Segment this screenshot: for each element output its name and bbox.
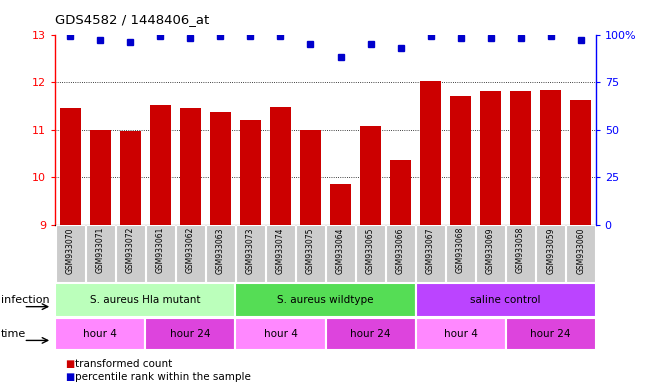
- Bar: [146, 225, 175, 282]
- Text: GSM933060: GSM933060: [576, 227, 585, 274]
- Text: GSM933068: GSM933068: [456, 227, 465, 273]
- Bar: [266, 225, 295, 282]
- Bar: [326, 318, 415, 350]
- Text: GSM933058: GSM933058: [516, 227, 525, 273]
- Text: GSM933061: GSM933061: [156, 227, 165, 273]
- Text: GSM933062: GSM933062: [186, 227, 195, 273]
- Text: hour 24: hour 24: [531, 329, 571, 339]
- Text: GSM933075: GSM933075: [306, 227, 315, 274]
- Bar: [415, 283, 596, 317]
- Text: S. aureus Hla mutant: S. aureus Hla mutant: [90, 295, 201, 305]
- Text: GSM933069: GSM933069: [486, 227, 495, 274]
- Text: GSM933059: GSM933059: [546, 227, 555, 274]
- Bar: [386, 225, 415, 282]
- Bar: [90, 130, 111, 225]
- Text: hour 4: hour 4: [83, 329, 117, 339]
- Bar: [60, 108, 81, 225]
- Bar: [55, 283, 236, 317]
- Bar: [476, 225, 505, 282]
- Text: GSM933070: GSM933070: [66, 227, 75, 274]
- Bar: [566, 225, 595, 282]
- Bar: [506, 225, 535, 282]
- Bar: [570, 100, 591, 225]
- Bar: [86, 225, 115, 282]
- Text: transformed count: transformed count: [75, 359, 172, 369]
- Text: hour 24: hour 24: [170, 329, 211, 339]
- Bar: [446, 225, 475, 282]
- Bar: [415, 318, 506, 350]
- Bar: [56, 225, 85, 282]
- Text: GSM933074: GSM933074: [276, 227, 285, 274]
- Bar: [510, 91, 531, 225]
- Bar: [356, 225, 385, 282]
- Bar: [330, 184, 351, 225]
- Bar: [150, 105, 171, 225]
- Text: ■: ■: [65, 359, 74, 369]
- Bar: [296, 225, 325, 282]
- Bar: [506, 318, 596, 350]
- Text: GSM933072: GSM933072: [126, 227, 135, 273]
- Bar: [416, 225, 445, 282]
- Bar: [176, 225, 205, 282]
- Bar: [450, 96, 471, 225]
- Bar: [420, 81, 441, 225]
- Bar: [240, 120, 261, 225]
- Text: infection: infection: [1, 295, 49, 305]
- Text: hour 4: hour 4: [264, 329, 298, 339]
- Text: GSM933073: GSM933073: [246, 227, 255, 274]
- Text: percentile rank within the sample: percentile rank within the sample: [75, 372, 251, 382]
- Bar: [236, 225, 265, 282]
- Bar: [360, 126, 381, 225]
- Bar: [536, 225, 565, 282]
- Text: GSM933063: GSM933063: [216, 227, 225, 274]
- Bar: [480, 91, 501, 225]
- Text: ■: ■: [65, 372, 74, 382]
- Text: GSM933067: GSM933067: [426, 227, 435, 274]
- Bar: [300, 130, 321, 225]
- Bar: [120, 131, 141, 225]
- Bar: [236, 283, 415, 317]
- Text: S. aureus wildtype: S. aureus wildtype: [277, 295, 374, 305]
- Text: GDS4582 / 1448406_at: GDS4582 / 1448406_at: [55, 13, 210, 26]
- Text: GSM933065: GSM933065: [366, 227, 375, 274]
- Text: time: time: [1, 329, 26, 339]
- Text: GSM933066: GSM933066: [396, 227, 405, 274]
- Bar: [540, 90, 561, 225]
- Text: hour 24: hour 24: [350, 329, 391, 339]
- Bar: [145, 318, 236, 350]
- Text: GSM933064: GSM933064: [336, 227, 345, 274]
- Text: saline control: saline control: [471, 295, 541, 305]
- Bar: [180, 108, 201, 225]
- Text: hour 4: hour 4: [443, 329, 478, 339]
- Bar: [326, 225, 355, 282]
- Bar: [390, 161, 411, 225]
- Bar: [206, 225, 235, 282]
- Bar: [116, 225, 145, 282]
- Bar: [55, 318, 145, 350]
- Text: GSM933071: GSM933071: [96, 227, 105, 273]
- Bar: [236, 318, 326, 350]
- Bar: [210, 111, 231, 225]
- Bar: [270, 107, 291, 225]
